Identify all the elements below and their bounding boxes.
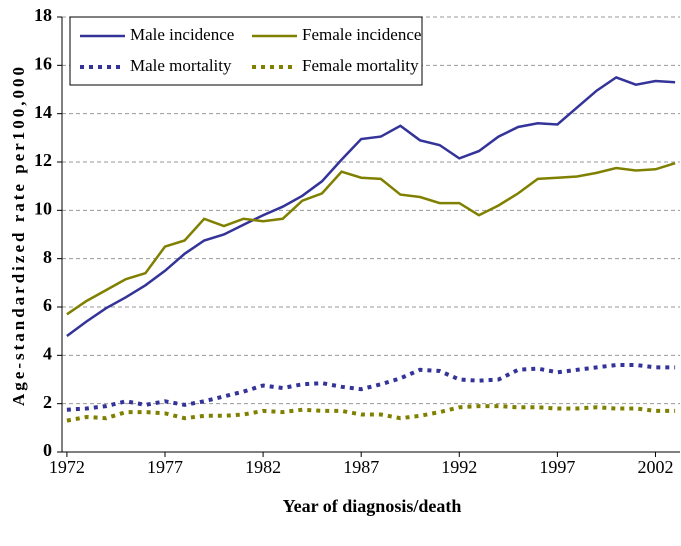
x-tick-label: 1972 [49,457,85,477]
x-axis-label: Year of diagnosis/death [283,496,462,516]
y-axis-label: Age-standardized rate per100,000 [9,64,28,406]
y-tick-label: 16 [34,53,52,73]
x-tick-label: 1997 [539,457,575,477]
y-tick-label: 8 [43,247,52,267]
y-tick-label: 2 [43,392,52,412]
x-tick-label: 2002 [637,457,673,477]
legend-box [69,16,423,86]
y-tick-label: 14 [34,102,52,122]
x-tick-label: 1982 [245,457,281,477]
y-tick-label: 18 [34,5,52,25]
y-tick-label: 0 [43,440,52,460]
x-tick-label: 1977 [147,457,183,477]
y-tick-label: 6 [43,295,52,315]
legend-label: Male incidence [130,25,234,44]
series-line [66,76,676,338]
x-tick-label: 1992 [441,457,477,477]
series-line [66,162,676,316]
legend-label: Female incidence [302,25,421,44]
series-line [66,363,676,412]
y-tick-label: 12 [34,150,52,170]
y-tick-label: 10 [34,198,52,218]
y-tick-label: 4 [43,343,52,363]
legend-label: Female mortality [302,56,419,75]
series-line [66,404,676,423]
legend-label: Male mortality [130,56,232,75]
x-tick-label: 1987 [343,457,379,477]
